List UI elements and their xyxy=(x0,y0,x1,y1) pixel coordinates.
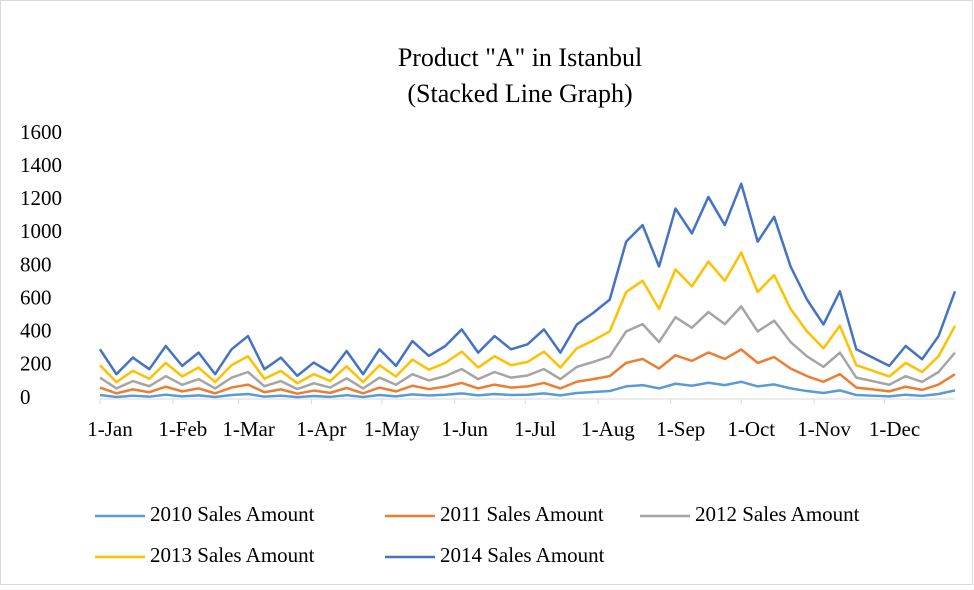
y-tick-label: 200 xyxy=(20,352,52,376)
series-line xyxy=(99,380,956,399)
series-line xyxy=(99,305,956,391)
x-tick-label: 1-Sep xyxy=(656,417,705,441)
y-tick-label: 1000 xyxy=(20,219,62,243)
x-tick-label: 1-May xyxy=(364,417,420,441)
x-tick-label: 1-Nov xyxy=(797,417,851,441)
chart-title: Product "A" in Istanbul xyxy=(398,43,642,72)
x-tick-label: 1-Dec xyxy=(869,417,920,441)
x-tick-label: 1-Mar xyxy=(222,417,274,441)
y-tick-label: 400 xyxy=(20,319,52,343)
x-tick-label: 1-Jun xyxy=(441,417,488,441)
x-tick-label: 1-Jan xyxy=(87,417,133,441)
chart-subtitle: (Stacked Line Graph) xyxy=(407,79,632,108)
series-line xyxy=(99,251,957,385)
y-tick-label: 600 xyxy=(20,285,52,309)
x-tick-label: 1-Feb xyxy=(158,417,207,441)
legend-label: 2010 Sales Amount xyxy=(150,502,315,526)
series-line xyxy=(98,182,957,378)
series-line xyxy=(99,348,956,395)
x-tick-label: 1-Oct xyxy=(727,417,775,441)
x-tick-label: 1-Jul xyxy=(514,417,556,441)
x-tick-label: 1-Aug xyxy=(581,417,635,441)
legend-label: 2013 Sales Amount xyxy=(150,543,315,567)
y-tick-label: 0 xyxy=(20,385,31,409)
y-tick-label: 1200 xyxy=(20,186,62,210)
y-tick-label: 800 xyxy=(20,252,52,276)
legend-label: 2014 Sales Amount xyxy=(440,543,605,567)
legend-label: 2011 Sales Amount xyxy=(440,502,604,526)
legend-label: 2012 Sales Amount xyxy=(695,502,860,526)
y-tick-label: 1400 xyxy=(20,153,62,177)
x-tick-label: 1-Apr xyxy=(296,417,346,441)
y-tick-label: 1600 xyxy=(20,120,62,144)
